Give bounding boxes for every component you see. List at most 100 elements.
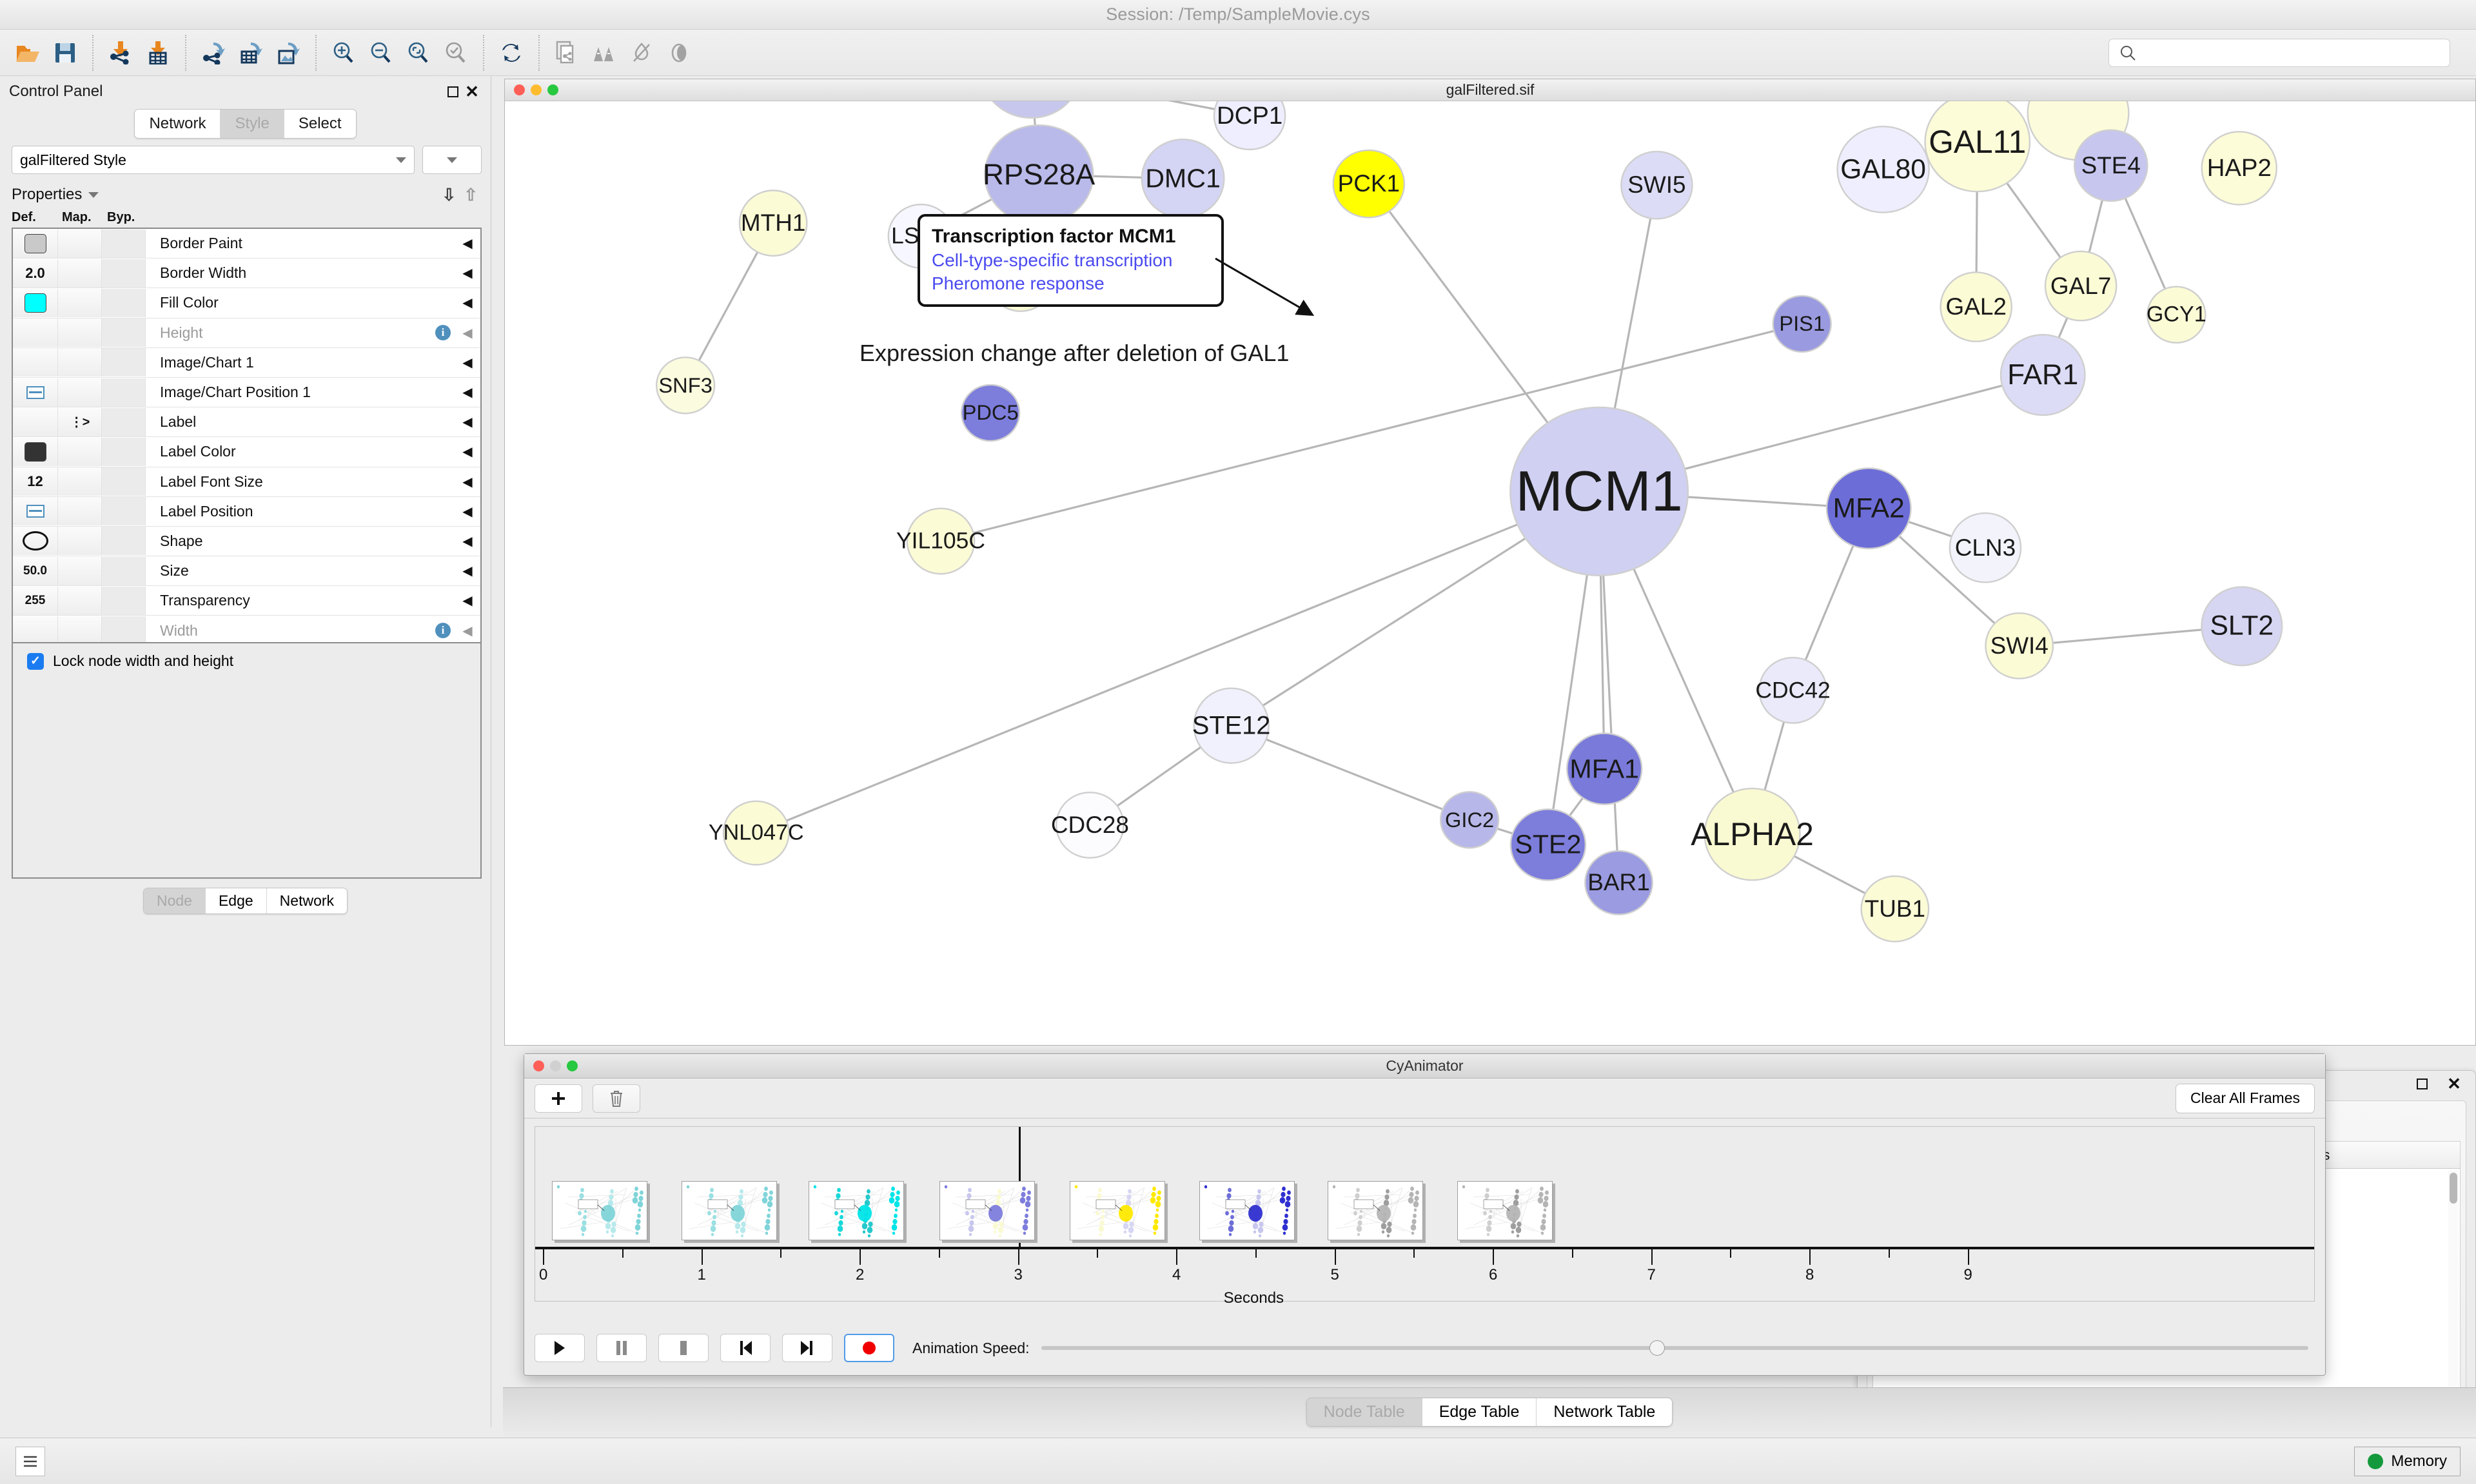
network-node[interactable] xyxy=(1193,687,1270,764)
network-node[interactable] xyxy=(1940,271,2013,342)
property-row[interactable]: Width i ◀ xyxy=(13,616,480,642)
property-row[interactable]: 255 Transparency ◀ xyxy=(13,586,480,616)
expand-property-icon[interactable]: ◀ xyxy=(462,296,473,311)
expand-property-icon[interactable]: ◀ xyxy=(462,564,473,579)
property-row[interactable]: Image/Chart 1 ◀ xyxy=(13,348,480,378)
show-all-icon[interactable] xyxy=(660,34,698,72)
property-mapping-cell[interactable] xyxy=(58,288,102,317)
timeline-frame[interactable] xyxy=(552,1181,647,1240)
network-node[interactable] xyxy=(1056,791,1125,859)
save-icon[interactable] xyxy=(46,34,84,72)
close-icon[interactable] xyxy=(514,84,525,95)
network-node[interactable] xyxy=(1758,656,1827,724)
tab-node-table[interactable]: Node Table xyxy=(1306,1398,1422,1426)
property-bypass-cell[interactable] xyxy=(102,348,146,377)
color-swatch[interactable] xyxy=(24,233,46,253)
zoom-out-icon[interactable] xyxy=(362,34,400,72)
expand-property-icon[interactable]: ◀ xyxy=(462,445,473,460)
network-node[interactable] xyxy=(2201,586,2283,667)
expand-property-icon[interactable]: ◀ xyxy=(462,504,473,519)
search-input[interactable] xyxy=(2136,39,2450,66)
property-row[interactable]: Label Position ◀ xyxy=(13,497,480,527)
property-row[interactable]: 2.0 Border Width ◀ xyxy=(13,259,480,289)
expand-property-icon[interactable]: ◀ xyxy=(462,386,473,400)
layout-icon[interactable] xyxy=(585,34,623,72)
lock-checkbox[interactable]: ✓ xyxy=(27,652,44,670)
task-history-button[interactable] xyxy=(15,1446,45,1476)
property-bypass-cell[interactable] xyxy=(102,586,146,615)
property-mapping-cell[interactable] xyxy=(58,527,102,556)
property-row[interactable]: 50.0 Size ◀ xyxy=(13,556,480,587)
cyanimator-timeline[interactable]: 0 1 2 3 4 5 6 7 8 9 Seconds xyxy=(535,1126,2315,1307)
tab-style[interactable]: Style xyxy=(221,110,284,138)
minimize-icon[interactable] xyxy=(550,1060,561,1071)
property-row[interactable]: Label Color ◀ xyxy=(13,437,480,467)
property-mapping-cell[interactable] xyxy=(58,229,102,258)
zoom-selected-icon[interactable] xyxy=(437,34,475,72)
collapse-all-icon[interactable]: ⇧ xyxy=(464,184,478,204)
network-node[interactable] xyxy=(655,356,716,415)
maximize-icon[interactable] xyxy=(443,82,462,101)
export-network-icon[interactable] xyxy=(195,34,232,72)
property-bypass-cell[interactable] xyxy=(102,556,146,585)
property-default-cell[interactable]: 2.0 xyxy=(13,259,58,288)
maximize-icon[interactable] xyxy=(2412,1074,2432,1093)
pause-button[interactable] xyxy=(596,1334,647,1362)
timeline-frame[interactable] xyxy=(1327,1181,1423,1240)
property-bypass-cell[interactable] xyxy=(102,527,146,556)
tab-network[interactable]: Network xyxy=(135,110,221,138)
step-back-button[interactable] xyxy=(720,1334,771,1362)
property-mapping-cell[interactable] xyxy=(58,556,102,585)
network-edge[interactable] xyxy=(756,490,1600,834)
expand-property-icon[interactable]: ◀ xyxy=(462,237,473,251)
network-node[interactable] xyxy=(2074,129,2148,202)
maximize-icon[interactable] xyxy=(567,1060,578,1071)
property-default-cell[interactable] xyxy=(13,378,58,407)
property-bypass-cell[interactable] xyxy=(102,288,146,317)
expand-property-icon[interactable]: ◀ xyxy=(462,534,473,549)
property-default-cell[interactable] xyxy=(13,229,58,258)
refresh-icon[interactable] xyxy=(493,34,530,72)
expand-property-icon[interactable]: ◀ xyxy=(462,355,473,370)
step-forward-button[interactable] xyxy=(782,1334,832,1362)
property-default-cell[interactable] xyxy=(13,527,58,556)
info-icon[interactable]: i xyxy=(435,325,451,341)
play-button[interactable] xyxy=(535,1334,585,1362)
network-node[interactable] xyxy=(2147,286,2206,344)
open-folder-icon[interactable] xyxy=(9,34,46,72)
property-default-cell[interactable] xyxy=(13,437,58,466)
property-bypass-cell[interactable] xyxy=(102,407,146,436)
property-mapping-cell[interactable] xyxy=(58,348,102,377)
lock-node-row[interactable]: ✓ Lock node width and height xyxy=(13,643,480,670)
network-node[interactable] xyxy=(1825,467,1912,550)
property-bypass-cell[interactable] xyxy=(102,497,146,526)
style-options-button[interactable] xyxy=(422,146,482,174)
property-mapping-cell[interactable] xyxy=(58,497,102,526)
tab-edge-table[interactable]: Edge Table xyxy=(1422,1398,1537,1426)
network-node[interactable] xyxy=(738,190,808,257)
network-node[interactable] xyxy=(1949,512,2022,583)
property-bypass-cell[interactable] xyxy=(102,318,146,347)
property-mapping-cell[interactable] xyxy=(58,318,102,347)
property-bypass-cell[interactable] xyxy=(102,229,146,258)
property-mapping-cell[interactable] xyxy=(58,467,102,496)
property-row[interactable]: Height i ◀ xyxy=(13,318,480,348)
property-mapping-cell[interactable] xyxy=(58,259,102,288)
slider-thumb[interactable] xyxy=(1649,1340,1665,1356)
timeline-frame[interactable] xyxy=(939,1181,1036,1240)
minimize-icon[interactable] xyxy=(531,84,542,95)
export-image-icon[interactable] xyxy=(270,34,307,72)
property-default-cell[interactable] xyxy=(13,497,58,526)
timeline-frame[interactable] xyxy=(682,1181,778,1240)
search-field[interactable] xyxy=(2108,38,2450,67)
network-node[interactable] xyxy=(1141,138,1225,219)
property-default-cell[interactable] xyxy=(13,348,58,377)
tab-edge[interactable]: Edge xyxy=(205,888,267,913)
property-mapping-cell[interactable] xyxy=(58,586,102,615)
network-canvas[interactable]: RPS28BDCP1RPS28ADMC1PCK1SWI5GAL80GAL11ST… xyxy=(505,101,2475,1045)
timeline-frame[interactable] xyxy=(1199,1181,1295,1240)
network-edge[interactable] xyxy=(1231,725,1470,821)
annotation-box[interactable]: Transcription factor MCM1 Cell-type-spec… xyxy=(918,214,1224,308)
animation-speed-slider[interactable] xyxy=(1041,1340,2308,1356)
network-node[interactable] xyxy=(2201,131,2277,206)
